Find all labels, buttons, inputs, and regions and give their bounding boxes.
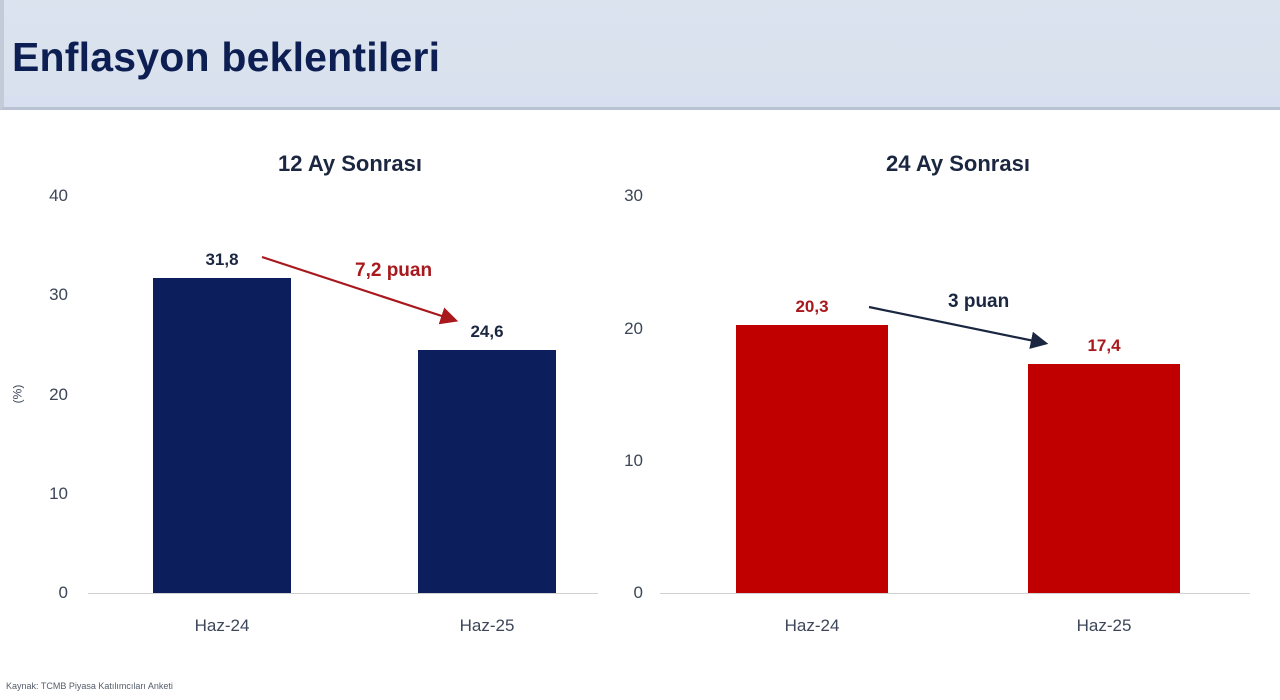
bar-haz-25 xyxy=(1028,364,1180,593)
y-tick: 30 xyxy=(624,186,643,205)
value-label: 17,4 xyxy=(1087,336,1121,355)
y-tick: 10 xyxy=(49,484,68,503)
y-tick: 20 xyxy=(49,385,68,404)
x-tick: Haz-24 xyxy=(194,616,250,635)
chart-title: 12 Ay Sonrası xyxy=(278,151,422,176)
x-tick: Haz-24 xyxy=(784,616,840,635)
arrow-down-right-icon xyxy=(261,255,459,325)
y-tick: 30 xyxy=(49,285,68,304)
source-note: Kaynak: TCMB Piyasa Katılımcıları Anketi xyxy=(6,681,173,691)
x-axis-line xyxy=(660,593,1250,594)
x-tick: Haz-25 xyxy=(459,616,515,635)
chart-title: 24 Ay Sonrası xyxy=(886,151,1030,176)
x-tick: Haz-25 xyxy=(1076,616,1132,635)
y-tick: 0 xyxy=(58,583,68,602)
value-label: 24,6 xyxy=(470,322,504,341)
value-label: 31,8 xyxy=(205,250,239,269)
value-label: 20,3 xyxy=(795,297,829,316)
y-tick: 40 xyxy=(49,186,68,205)
arrow-down-right-icon xyxy=(868,305,1049,349)
y-tick: 10 xyxy=(624,451,643,470)
bar-haz-25 xyxy=(418,350,556,593)
y-tick: 0 xyxy=(633,583,643,602)
page-header: Enflasyon beklentileri xyxy=(0,0,1280,110)
delta-label: 7,2 puan xyxy=(355,260,433,281)
bar-haz-24 xyxy=(736,325,888,593)
delta-label: 3 puan xyxy=(948,291,1010,312)
page-title: Enflasyon beklentileri xyxy=(12,34,441,80)
x-axis-line xyxy=(88,593,598,594)
bar-haz-24 xyxy=(153,278,291,593)
y-axis-label: (%) xyxy=(10,384,25,404)
y-tick: 20 xyxy=(624,319,643,338)
